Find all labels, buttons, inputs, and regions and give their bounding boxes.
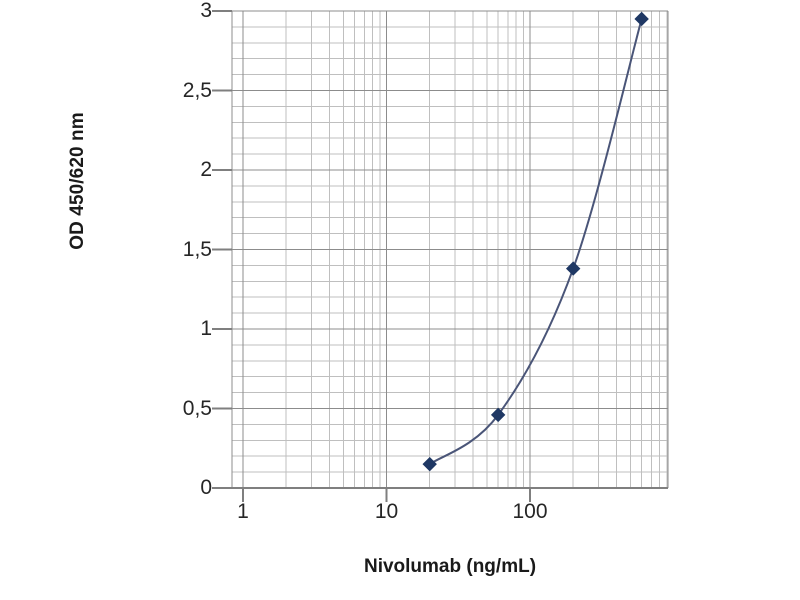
x-tick-label: 1	[237, 500, 249, 523]
y-tick-label: 2,5	[182, 78, 212, 102]
curve-path	[429, 18, 643, 465]
axis-tick-marks	[212, 10, 531, 502]
y-tick-label: 2	[200, 158, 212, 181]
data-point-marker	[634, 11, 649, 27]
x-tick-label: 100	[512, 500, 548, 523]
data-point-markers	[422, 11, 649, 472]
y-tick-label: 0,5	[182, 396, 212, 420]
data-point-marker	[490, 407, 506, 423]
data-point-marker	[565, 261, 581, 276]
data-point-marker	[422, 456, 437, 472]
axis-lines	[212, 487, 668, 489]
x-tick-label: 10	[374, 500, 399, 523]
y-tick-label: 1,5	[182, 237, 212, 261]
y-tick-label: 0	[200, 476, 212, 499]
x-axis-title: Nivolumab (ng/mL)	[363, 556, 537, 577]
y-tick-label: 3	[200, 0, 212, 22]
y-tick-label: 1	[200, 317, 212, 340]
major-horizontal-gridlines	[232, 89, 668, 410]
data-curve	[429, 18, 643, 465]
